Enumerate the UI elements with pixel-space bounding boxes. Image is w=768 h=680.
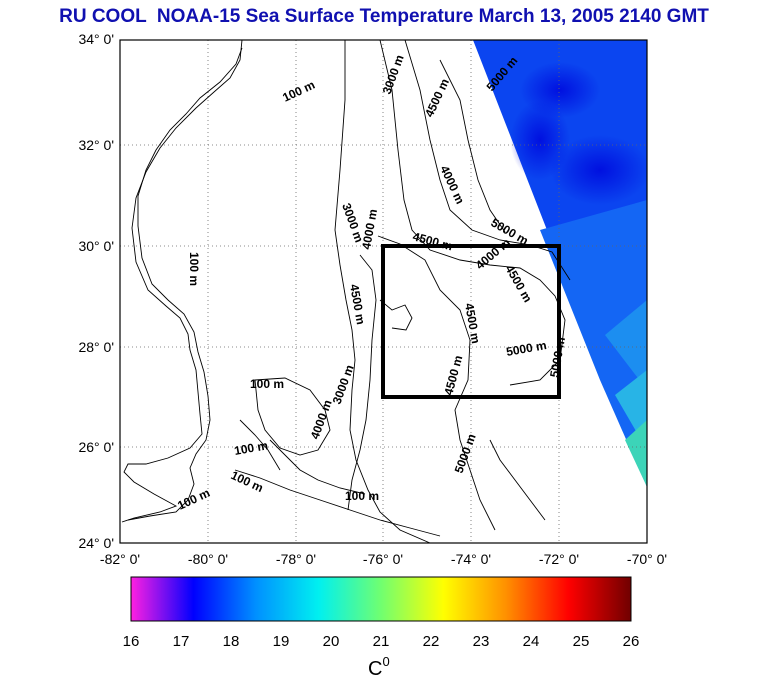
colorbar-ticks: 16 17 18 19 20 21 22 23 24 25 26: [123, 633, 640, 650]
lat-tick-label: 28° 0': [78, 339, 114, 355]
lon-tick-label: -72° 0': [539, 551, 579, 567]
colorbar-tick-label: 18: [223, 633, 240, 650]
colorbar-tick-label: 25: [573, 633, 590, 650]
colorbar-tick-label: 17: [173, 633, 190, 650]
colorbar-tick-label: 21: [373, 633, 390, 650]
depth-label: 100 m: [233, 438, 269, 458]
colorbar-tick-label: 22: [423, 633, 440, 650]
depth-label: 4000 m: [359, 208, 380, 251]
lon-tick-label: -74° 0': [451, 551, 491, 567]
colorbar: 16 17 18 19 20 21 22 23 24 25 26 C0: [123, 576, 640, 680]
depth-label: 3000 m: [380, 53, 407, 96]
depth-label: 4500 m: [347, 283, 368, 326]
depth-label: 100 m: [280, 78, 317, 105]
lat-tick-label: 30° 0': [78, 238, 114, 254]
depth-label: 4500 m: [422, 76, 452, 119]
colorbar-tick-label: 26: [623, 633, 640, 650]
lon-tick-label: -80° 0': [188, 551, 228, 567]
longitude-axis: -82° 0' -80° 0' -78° 0' -76° 0' -74° 0' …: [100, 551, 667, 567]
depth-label: 100 m: [229, 468, 266, 495]
lat-tick-label: 34° 0': [78, 31, 114, 47]
lon-tick-label: -76° 0': [363, 551, 403, 567]
depth-label: 100 m: [345, 489, 379, 503]
colorbar-gradient: [130, 576, 632, 622]
lon-tick-label: -82° 0': [100, 551, 140, 567]
colorbar-tick-label: 24: [523, 633, 540, 650]
depth-label: 100 m: [175, 486, 212, 513]
sst-swath: [473, 40, 647, 487]
depth-label: 4500 m: [462, 302, 483, 345]
coastline: [121, 40, 571, 543]
study-area-box: [381, 244, 561, 399]
depth-label: 100 m: [187, 252, 201, 286]
depth-label: 100 m: [250, 377, 284, 391]
lat-tick-label: 32° 0': [78, 137, 114, 153]
map-title: RU COOL NOAA-15 Sea Surface Temperature …: [59, 6, 709, 27]
lon-tick-label: -70° 0': [627, 551, 667, 567]
colorbar-unit-superscript: 0: [382, 654, 389, 669]
lat-tick-label: 26° 0': [78, 439, 114, 455]
depth-label: 4000 m: [308, 398, 335, 441]
depth-label: 4500 m: [411, 229, 454, 253]
colorbar-tick-label: 16: [123, 633, 140, 650]
colorbar-unit: C: [368, 658, 382, 680]
colorbar-tick-label: 23: [473, 633, 490, 650]
colorbar-tick-label: 19: [273, 633, 290, 650]
map-frame: [119, 39, 648, 544]
lat-tick-label: 24° 0': [78, 535, 114, 551]
colorbar-unit-label: C0: [368, 654, 390, 680]
depth-label: 4500 m: [441, 354, 465, 397]
depth-label: 5000 m: [452, 432, 479, 475]
colorbar-tick-label: 20: [323, 633, 340, 650]
latitude-axis: 34° 0' 32° 0' 30° 0' 28° 0' 26° 0' 24° 0…: [78, 31, 114, 551]
lon-tick-label: -78° 0': [276, 551, 316, 567]
depth-label: 5000 m: [505, 338, 548, 359]
depth-label: 4500 m: [502, 263, 534, 305]
